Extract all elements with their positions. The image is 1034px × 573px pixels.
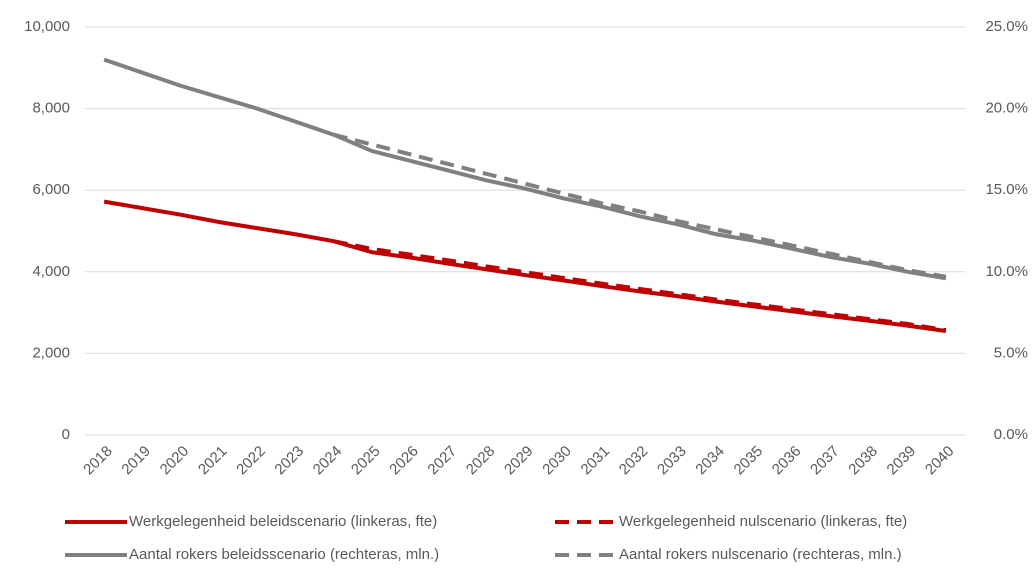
- x-tick-label: 2028: [463, 443, 499, 479]
- x-tick-label: 2038: [845, 443, 881, 479]
- x-tick-label: 2034: [692, 443, 728, 479]
- x-tick-label: 2036: [769, 443, 805, 479]
- y2-tick-label: 10.0%: [985, 263, 1028, 280]
- x-tick-label: 2021: [195, 443, 231, 479]
- x-tick-label: 2019: [118, 443, 154, 479]
- y-tick-label: 0: [62, 426, 70, 443]
- x-tick-label: 2022: [233, 443, 269, 479]
- series-line: [333, 239, 947, 333]
- legend-label: Werkgelegenheid nulscenario (linkeras, f…: [619, 513, 907, 530]
- x-tick-label: 2039: [884, 443, 920, 479]
- x-tick-label: 2024: [310, 443, 346, 479]
- x-tick-label: 2029: [501, 443, 537, 479]
- x-tick-label: 2033: [654, 443, 690, 479]
- series-line: [333, 132, 947, 279]
- y2-tick-label: 25.0%: [985, 18, 1028, 35]
- y2-tick-label: 0.0%: [994, 426, 1028, 443]
- x-tick-label: 2035: [731, 443, 767, 479]
- y2-tick-label: 15.0%: [985, 181, 1028, 198]
- x-tick-label: 2030: [539, 443, 575, 479]
- y-tick-label: 4,000: [32, 263, 70, 280]
- x-tick-label: 2040: [922, 443, 958, 479]
- x-tick-label: 2023: [271, 443, 307, 479]
- x-tick-label: 2018: [80, 443, 116, 479]
- y-tick-label: 6,000: [32, 181, 70, 198]
- x-tick-label: 2032: [616, 443, 652, 479]
- legend-label: Aantal rokers nulscenario (rechteras, ml…: [619, 546, 902, 563]
- y2-tick-label: 20.0%: [985, 100, 1028, 117]
- x-tick-label: 2027: [424, 443, 460, 479]
- series-line: [103, 57, 947, 281]
- y-tick-label: 8,000: [32, 100, 70, 117]
- x-tick-label: 2025: [348, 443, 384, 479]
- legend-label: Aantal rokers beleidsscenario (rechteras…: [129, 546, 439, 563]
- series-line: [103, 199, 947, 333]
- x-tick-label: 2020: [157, 443, 193, 479]
- legend-label: Werkgelegenheid beleidscenario (linkeras…: [129, 513, 437, 530]
- x-tick-label: 2026: [386, 443, 422, 479]
- x-tick-label: 2037: [807, 443, 843, 479]
- y-tick-label: 2,000: [32, 344, 70, 361]
- x-tick-label: 2031: [578, 443, 614, 479]
- y-tick-label: 10,000: [24, 18, 70, 35]
- y2-tick-label: 5.0%: [994, 344, 1028, 361]
